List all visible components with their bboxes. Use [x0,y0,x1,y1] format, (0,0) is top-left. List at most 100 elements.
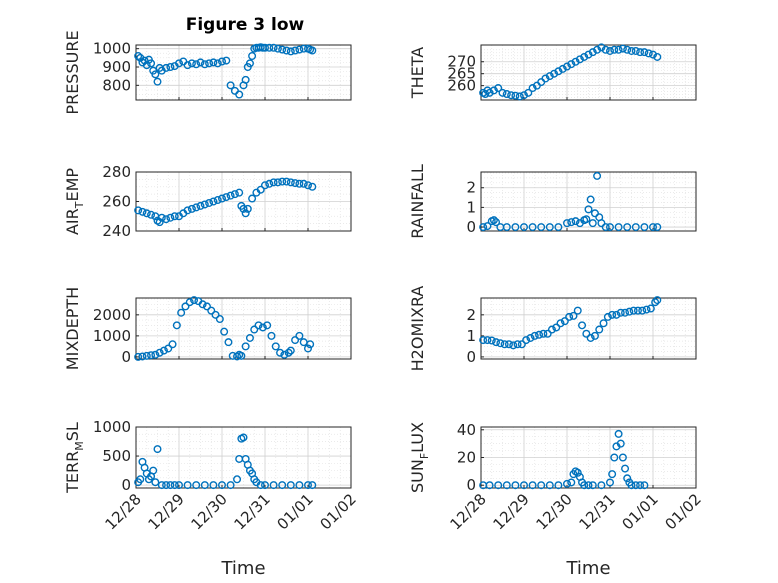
data-point [558,64,567,73]
data-point [649,223,658,232]
data-point [250,325,259,334]
y-axis-label: MIXDEPTH [63,287,82,370]
x-tick-label: 12/31 [231,490,274,533]
data-point [507,91,516,100]
data-point [653,223,662,232]
data-point [483,336,492,345]
x-axis-label: Time [220,558,265,579]
data-point [183,481,192,490]
data-point [509,341,518,350]
data-point [239,433,248,442]
data-point [614,223,623,232]
data-point [265,179,274,188]
data-point [142,351,151,360]
data-point [254,321,263,330]
data-point [162,481,171,490]
data-point [192,60,201,69]
y-tick-label: 2 [466,179,476,197]
data-point [187,59,196,68]
data-point [162,215,171,224]
figure-title: Figure 3 low [186,15,305,35]
data-point [618,453,627,462]
data-point [606,478,615,487]
data-point [202,302,211,311]
data-point [502,481,511,490]
data-point [642,305,651,314]
data-point [528,84,537,93]
data-point [623,474,632,483]
y-tick-label: 0 [466,476,476,494]
data-point [271,342,280,351]
data-point [554,223,563,232]
data-point [496,339,505,348]
data-point [567,60,576,69]
data-point [573,468,582,477]
data-point [575,55,584,64]
data-point [545,223,554,232]
data-point [573,306,582,315]
data-point [220,327,229,336]
data-point [597,219,606,228]
data-point [286,346,295,355]
data-point [222,56,231,65]
data-point [601,223,610,232]
data-point [243,204,252,213]
data-point [631,481,640,490]
data-point [621,308,630,317]
data-point [543,329,552,338]
data-point [586,333,595,342]
data-point [295,331,304,340]
data-point [498,88,507,97]
data-point [578,321,587,330]
data-point [200,60,209,69]
data-point [245,333,254,342]
data-point [597,481,606,490]
data-point [261,181,270,190]
data-point [500,340,509,349]
data-point [616,308,625,317]
data-point [489,86,498,95]
data-point [207,306,216,315]
data-point [483,222,492,231]
data-point [162,63,171,72]
data-point [226,191,235,200]
data-point [177,308,186,317]
data-point [304,481,313,490]
y-axis-label: RAINFALL [408,164,427,239]
data-point [485,481,494,490]
data-point [209,58,218,67]
data-point [492,218,501,227]
data-point [614,429,623,438]
data-point [273,44,282,53]
data-point [608,310,617,319]
data-point [569,311,578,320]
y-tick-label: 0 [121,348,131,366]
data-point [291,46,300,55]
y-tick-label: 40 [457,421,476,439]
x-axis-label: Time [565,558,610,579]
axes-frame [135,426,352,489]
data-point [278,177,287,186]
data-point [618,44,627,53]
data-point [155,218,164,227]
data-point [172,321,181,330]
data-point [502,90,511,99]
data-point [230,190,239,199]
data-point [631,223,640,232]
y-tick-label: 1 [466,198,476,216]
data-point [159,346,168,355]
y-tick-label: 1000 [93,40,131,58]
data-point [638,306,647,315]
data-point [261,481,270,490]
data-point [582,215,591,224]
data-point [256,185,265,194]
data-point [200,481,209,490]
data-point [217,481,226,490]
data-point [256,481,265,490]
data-point [520,223,529,232]
data-point [269,178,278,187]
data-point [520,91,529,100]
y-tick-label: 800 [102,76,131,94]
data-point [537,223,546,232]
data-point [614,45,623,54]
